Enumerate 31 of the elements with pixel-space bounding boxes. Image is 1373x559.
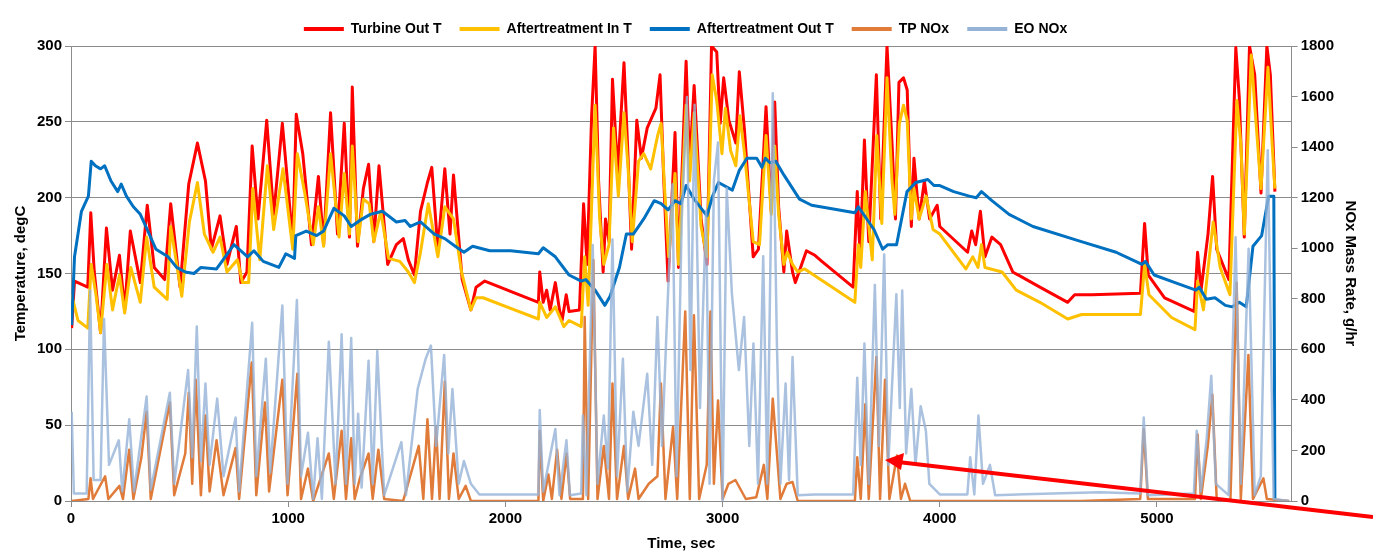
legend-label: EO NOx (1014, 19, 1068, 36)
y-tick-label: 50 (45, 415, 63, 433)
legend-label: TP NOx (898, 19, 950, 36)
y-tick-label: 100 (37, 339, 63, 357)
y2-tick-label: 1000 (1300, 238, 1335, 256)
x-tick-label: 0 (66, 509, 76, 527)
x-tick-label: 1000 (271, 509, 305, 527)
y2-tick-label: 1600 (1300, 86, 1335, 104)
x-tick-label: 2000 (488, 509, 523, 527)
y2-tick-label: 1800 (1300, 36, 1335, 54)
y2-tick-label: 1400 (1300, 137, 1335, 155)
y-axis-title: Temperature, degC (11, 205, 29, 342)
y2-tick-label: 400 (1300, 390, 1326, 408)
y2-tick-label: 0 (1300, 491, 1309, 509)
y-tick-label: 300 (37, 36, 63, 54)
x-axis-title: Time, sec (647, 534, 716, 552)
x-tick-label: 4000 (923, 509, 957, 527)
legend-label: Aftertreatment In T (506, 19, 633, 36)
y2-axis-title: NOx Mass Rate, g/hr (1342, 200, 1360, 347)
y-tick-label: 200 (37, 187, 63, 205)
legend-label: Turbine Out T (350, 19, 443, 36)
y-tick-label: 250 (37, 111, 63, 129)
y2-tick-label: 600 (1300, 339, 1326, 357)
y2-tick-label: 1200 (1300, 187, 1335, 205)
y2-tick-label: 200 (1300, 440, 1326, 458)
legend-label: Aftertreatment Out T (696, 19, 835, 36)
y-tick-label: 0 (53, 491, 63, 509)
x-tick-label: 3000 (705, 509, 740, 527)
y-tick-label: 150 (37, 263, 63, 281)
y2-tick-label: 800 (1300, 288, 1326, 306)
x-tick-label: 5000 (1140, 509, 1174, 527)
